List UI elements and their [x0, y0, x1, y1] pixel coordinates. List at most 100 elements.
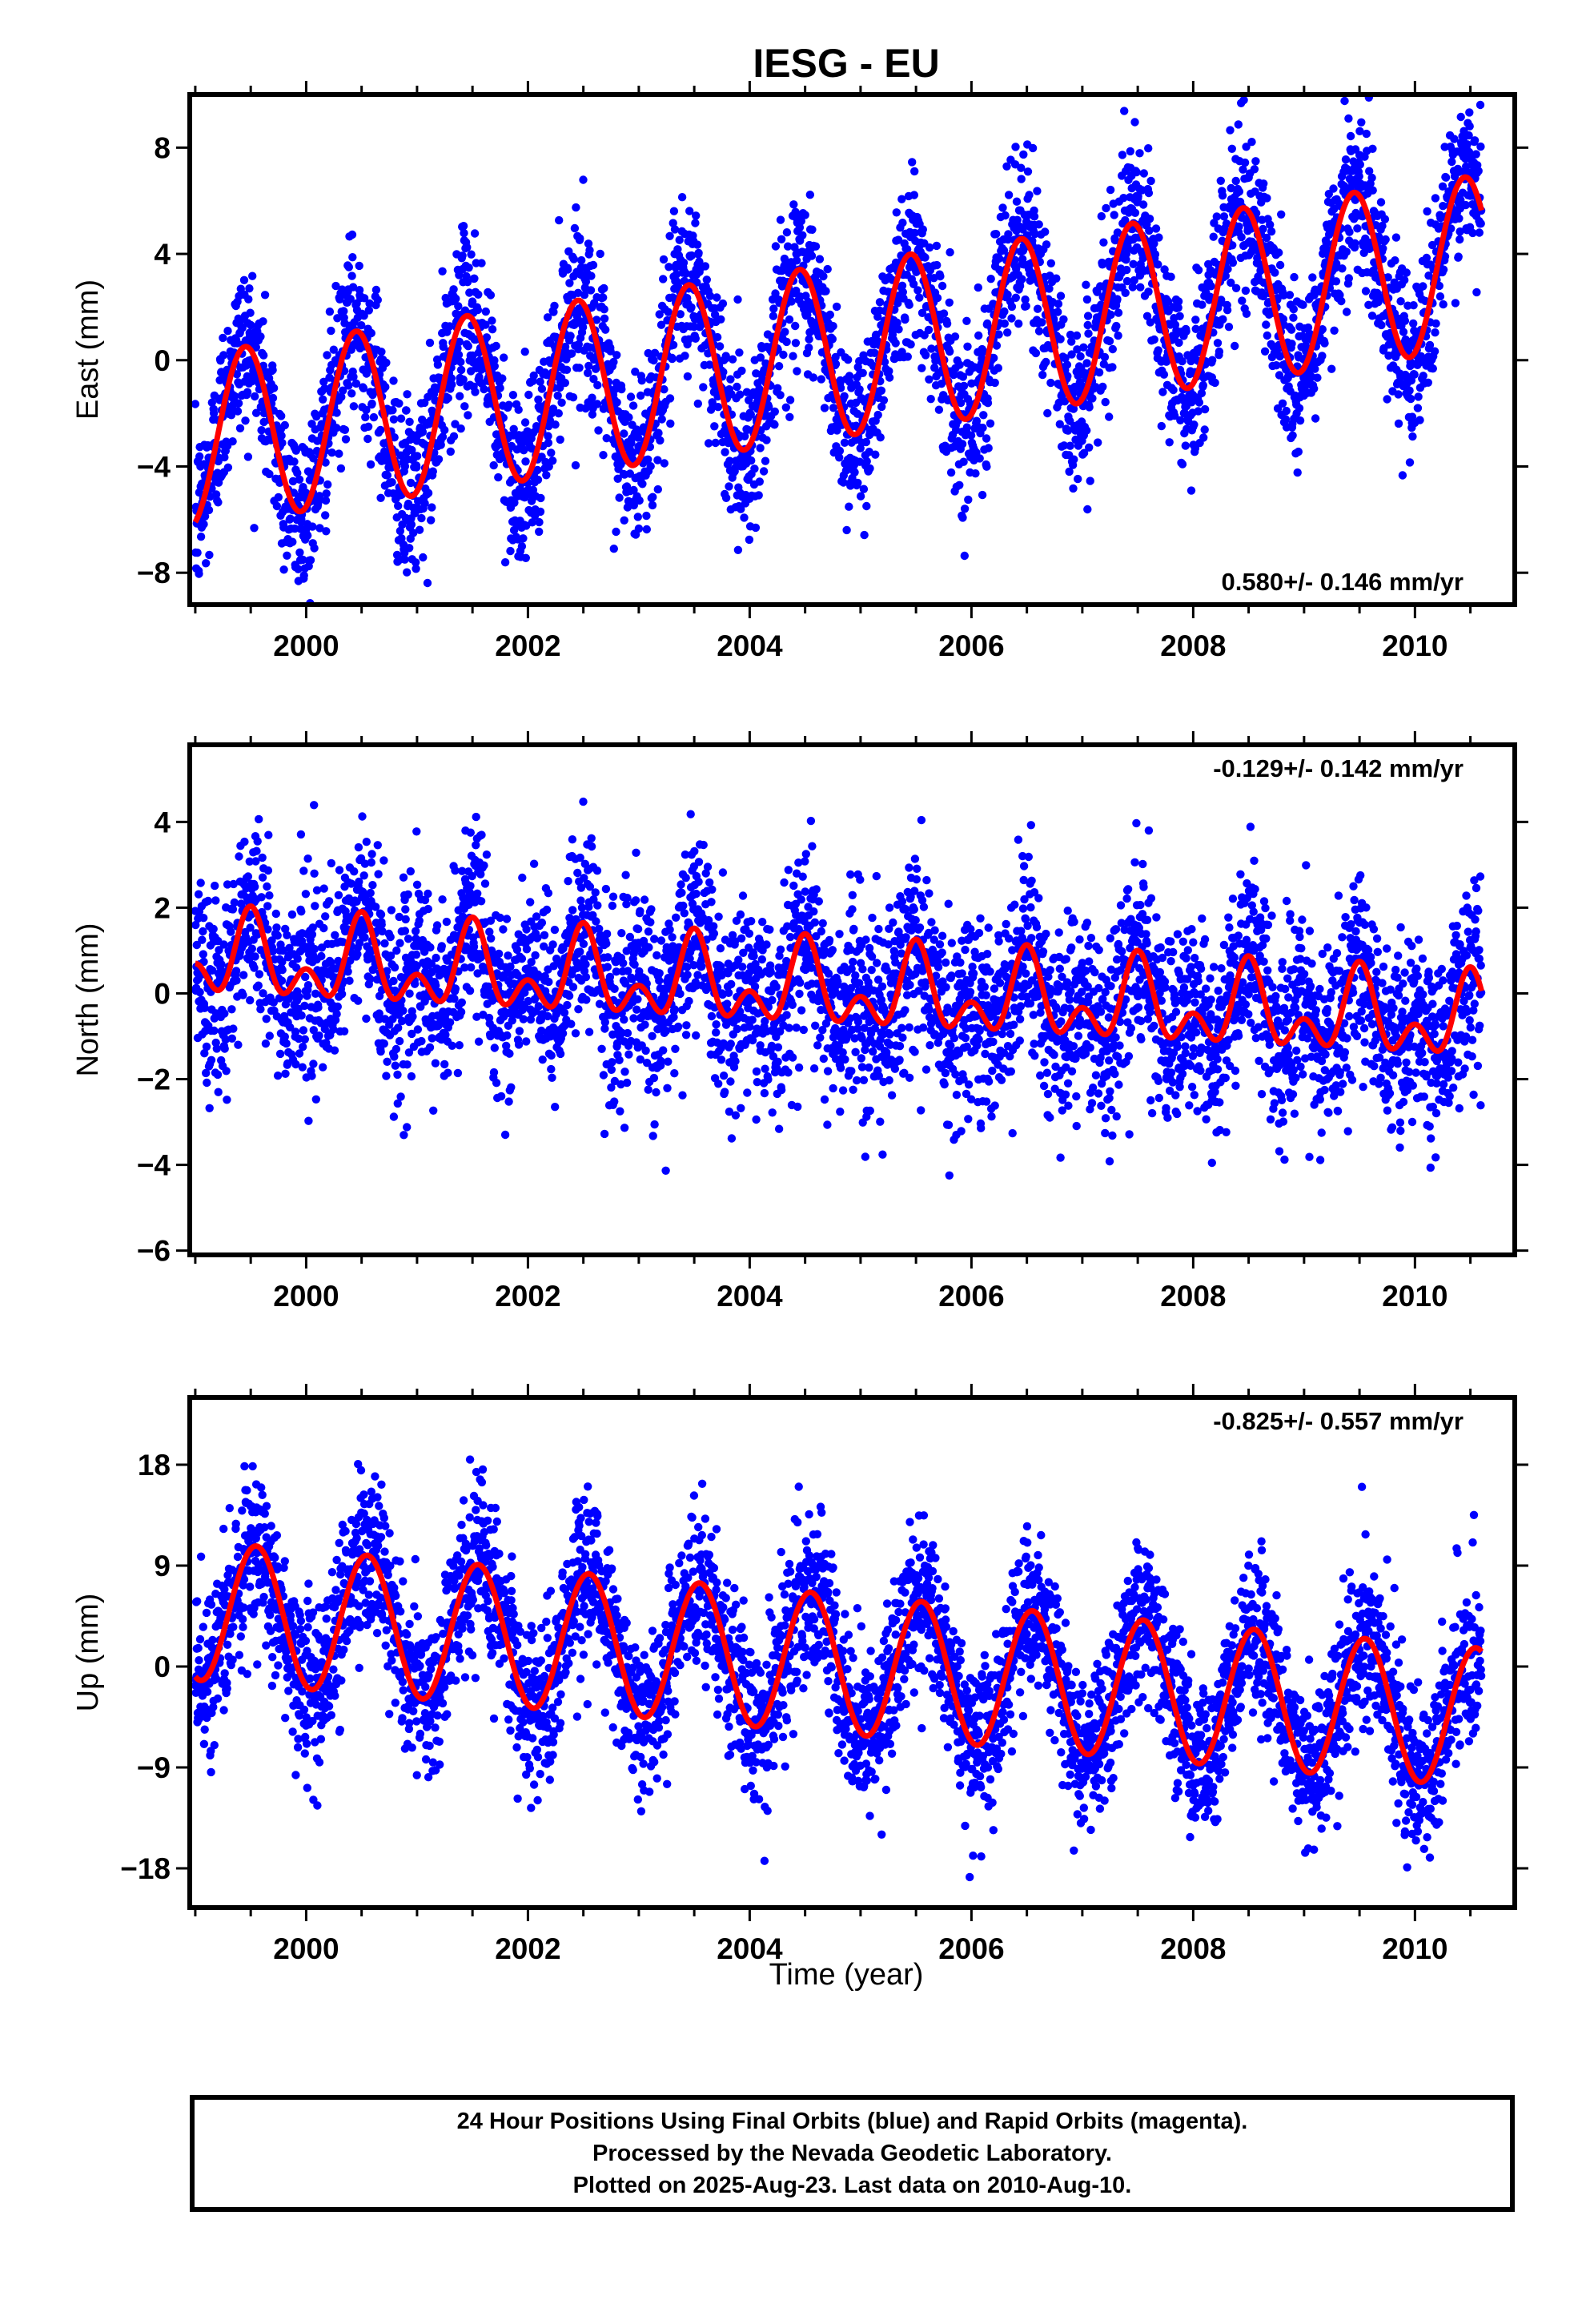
north-data-point — [324, 897, 334, 906]
east-data-point — [337, 392, 346, 401]
north-data-point — [376, 1047, 385, 1056]
east-data-point — [957, 398, 966, 408]
east-data-point — [873, 312, 882, 321]
east-data-point — [344, 381, 353, 390]
east-data-point — [199, 520, 208, 529]
east-data-point — [402, 406, 411, 415]
east-data-point — [1338, 264, 1347, 273]
east-data-point — [436, 440, 445, 449]
east-data-point — [347, 271, 356, 280]
east-data-point — [277, 431, 286, 440]
north-data-point — [273, 931, 282, 940]
east-data-point — [665, 231, 674, 240]
east-data-point — [1218, 191, 1227, 200]
east-data-point — [572, 203, 580, 212]
east-data-point — [1158, 388, 1167, 396]
east-data-point — [295, 548, 304, 557]
east-data-point — [412, 452, 422, 460]
east-data-point — [617, 384, 626, 394]
east-data-point — [893, 299, 902, 308]
east-data-point — [520, 418, 530, 427]
east-data-point — [1431, 319, 1440, 328]
east-data-point — [1114, 308, 1123, 317]
east-data-point — [1056, 292, 1066, 300]
east-data-point — [984, 444, 993, 452]
east-data-point — [1191, 324, 1200, 333]
north-data-point — [262, 1015, 271, 1023]
east-data-point — [959, 457, 968, 466]
east-data-point — [1329, 184, 1338, 193]
north-data-point — [227, 1034, 236, 1043]
east-data-point — [535, 527, 544, 537]
east-data-point — [327, 448, 336, 457]
east-data-point — [807, 251, 817, 260]
east-data-point — [278, 438, 287, 448]
east-data-point — [781, 328, 789, 336]
east-data-point — [1277, 210, 1286, 219]
east-data-point — [776, 215, 785, 224]
east-data-point — [791, 207, 800, 216]
east-data-point — [1355, 172, 1363, 181]
east-data-point — [565, 279, 574, 287]
east-data-point — [670, 225, 680, 234]
east-data-point — [932, 241, 942, 251]
east-data-point — [811, 242, 821, 251]
north-data-point — [220, 1009, 229, 1018]
east-data-point — [1082, 426, 1091, 435]
north-data-point — [211, 896, 220, 905]
east-data-point — [870, 348, 879, 357]
east-data-point — [721, 493, 731, 502]
east-data-point — [1004, 191, 1014, 199]
east-data-point — [1219, 212, 1229, 221]
east-data-point — [1223, 306, 1232, 315]
east-data-point — [792, 286, 801, 296]
east-data-point — [474, 290, 483, 299]
east-data-point — [1362, 129, 1371, 139]
east-data-point — [1106, 310, 1115, 320]
east-data-point — [283, 551, 291, 560]
east-data-point — [1001, 211, 1010, 220]
east-data-point — [332, 408, 341, 417]
east-data-point — [909, 279, 918, 288]
east-data-point — [1223, 264, 1232, 274]
north-data-point — [263, 902, 272, 911]
east-data-point — [464, 342, 472, 351]
east-data-point — [1211, 378, 1219, 388]
east-data-point — [628, 401, 638, 410]
east-data-point — [789, 200, 798, 209]
east-data-point — [473, 305, 483, 315]
east-data-point — [596, 249, 604, 259]
east-data-point — [979, 411, 988, 420]
east-data-point — [1160, 265, 1169, 274]
east-data-point — [482, 333, 492, 342]
east-data-point — [315, 524, 324, 533]
east-data-point — [1262, 320, 1271, 329]
north-data-point — [390, 1052, 399, 1061]
east-data-point — [243, 452, 253, 461]
east-data-point — [1019, 150, 1028, 159]
east-data-point — [1150, 239, 1158, 248]
north-data-point — [362, 838, 371, 846]
east-data-point — [332, 424, 341, 432]
east-data-point — [1398, 471, 1407, 480]
east-data-point — [959, 381, 969, 391]
east-data-point — [510, 498, 519, 507]
east-data-point — [373, 296, 382, 304]
east-data-point — [450, 356, 459, 366]
east-data-point — [400, 462, 410, 471]
east-data-point — [1313, 373, 1322, 382]
east-data-point — [562, 365, 572, 374]
east-data-point — [1431, 328, 1439, 337]
east-data-point — [1110, 235, 1120, 245]
east-data-point — [1266, 220, 1275, 229]
east-data-point — [1419, 282, 1427, 291]
east-data-point — [820, 404, 829, 412]
east-data-point — [1231, 176, 1240, 186]
east-data-point — [737, 366, 746, 376]
east-data-point — [325, 308, 335, 316]
east-data-point — [549, 308, 558, 316]
east-data-point — [577, 255, 586, 265]
east-data-point — [1357, 118, 1366, 127]
east-data-point — [359, 294, 369, 303]
north-data-point — [335, 866, 344, 875]
